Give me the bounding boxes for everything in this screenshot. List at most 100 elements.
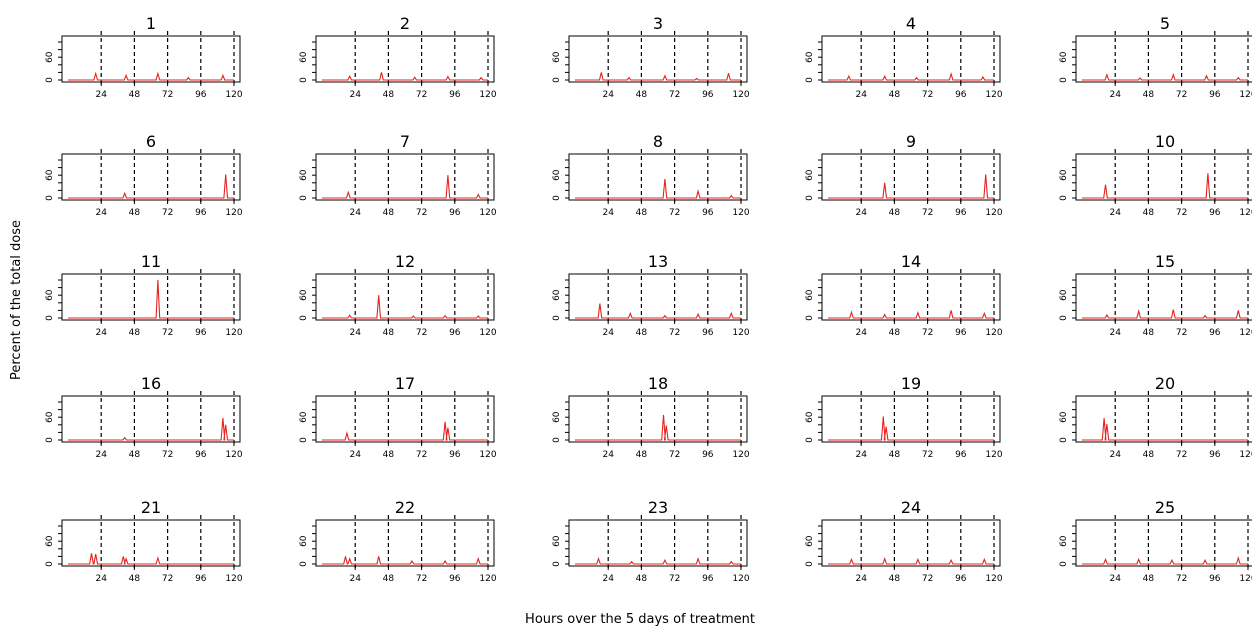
panel-title: 15 [1155, 252, 1175, 271]
x-tick-label: 48 [129, 90, 141, 100]
dose-series-line [322, 556, 488, 565]
panel-14: 14 24 48 72 96 120 0 60 [805, 252, 1003, 338]
y-tick-label: 60 [299, 289, 309, 301]
x-tick-label: 72 [669, 450, 680, 460]
panel-25: 25 24 48 72 96 120 0 60 [1059, 498, 1252, 584]
panel-title: 11 [141, 252, 161, 271]
y-tick-label: 60 [1059, 289, 1069, 301]
x-tick-label: 48 [129, 328, 141, 338]
x-tick-label: 24 [349, 574, 361, 584]
x-tick-label: 72 [1176, 574, 1187, 584]
panel-4: 4 24 48 72 96 120 0 60 [805, 14, 1003, 100]
dose-series-line [322, 72, 488, 81]
y-tick-label: 0 [805, 315, 815, 321]
panel-17: 17 24 48 72 96 120 0 60 [299, 374, 497, 460]
panel-title: 16 [141, 374, 161, 393]
x-tick-label: 120 [1239, 90, 1252, 100]
panel-frame [1075, 519, 1252, 567]
panel-20: 20 24 48 72 96 120 0 60 [1059, 374, 1252, 460]
x-tick-label: 120 [732, 208, 749, 218]
panel-title: 9 [906, 132, 916, 151]
x-tick-label: 48 [383, 208, 395, 218]
y-tick-label: 60 [805, 289, 815, 301]
y-tick-label: 0 [805, 195, 815, 201]
dose-series-line [575, 556, 741, 565]
x-tick-label: 96 [449, 574, 461, 584]
x-tick-label: 48 [129, 450, 141, 460]
x-tick-label: 96 [955, 450, 967, 460]
x-tick-label: 48 [889, 208, 901, 218]
x-tick-label: 96 [195, 328, 207, 338]
x-tick-label: 24 [1109, 328, 1121, 338]
x-tick-label: 24 [855, 450, 867, 460]
x-tick-label: 24 [602, 90, 614, 100]
dose-series-line [1082, 72, 1248, 81]
panel-10: 10 24 48 72 96 120 0 60 [1059, 132, 1252, 218]
x-tick-label: 48 [636, 90, 648, 100]
panel-title: 7 [400, 132, 410, 151]
y-tick-label: 60 [45, 51, 55, 63]
x-tick-label: 24 [1109, 574, 1121, 584]
x-tick-label: 72 [1176, 450, 1187, 460]
y-tick-label: 0 [299, 561, 309, 567]
x-tick-label: 48 [889, 450, 901, 460]
y-tick-label: 60 [1059, 535, 1069, 547]
x-tick-label: 24 [855, 574, 867, 584]
x-tick-label: 96 [702, 574, 714, 584]
x-tick-label: 72 [416, 90, 427, 100]
y-tick-label: 60 [552, 169, 562, 181]
x-tick-label: 24 [349, 450, 361, 460]
dose-series-line [1082, 417, 1248, 441]
x-tick-label: 24 [602, 208, 614, 218]
panel-title: 17 [395, 374, 415, 393]
panel-frame [315, 519, 495, 567]
panel-frame [61, 519, 241, 567]
x-tick-label: 120 [225, 208, 242, 218]
y-tick-label: 0 [552, 77, 562, 83]
x-tick-label: 72 [669, 574, 680, 584]
y-tick-label: 0 [1059, 315, 1069, 321]
panel-5: 5 24 48 72 96 120 0 60 [1059, 14, 1252, 100]
panel-title: 18 [648, 374, 668, 393]
x-tick-label: 24 [602, 450, 614, 460]
x-tick-label: 120 [985, 574, 1002, 584]
x-tick-label: 48 [636, 450, 648, 460]
panel-title: 24 [901, 498, 921, 517]
panel-19: 19 24 48 72 96 120 0 60 [805, 374, 1003, 460]
dose-series-line [1082, 309, 1248, 319]
panel-title: 10 [1155, 132, 1175, 151]
x-tick-label: 120 [732, 574, 749, 584]
dose-series-line [828, 416, 994, 441]
x-tick-label: 96 [955, 328, 967, 338]
x-tick-label: 72 [922, 90, 933, 100]
y-tick-label: 0 [299, 195, 309, 201]
dose-series-line [68, 71, 234, 81]
x-tick-label: 48 [1143, 328, 1155, 338]
x-tick-label: 96 [1209, 90, 1221, 100]
panel-title: 5 [1160, 14, 1170, 33]
x-tick-label: 48 [1143, 450, 1155, 460]
panel-frame [61, 35, 241, 83]
panel-title: 14 [901, 252, 921, 271]
panel-frame [568, 395, 748, 443]
x-tick-label: 48 [889, 90, 901, 100]
y-tick-label: 0 [805, 561, 815, 567]
x-tick-label: 48 [129, 574, 141, 584]
panel-frame [821, 273, 1001, 321]
y-tick-label: 60 [299, 51, 309, 63]
y-tick-label: 0 [45, 315, 55, 321]
panel-frame [315, 35, 495, 83]
panel-frame [821, 395, 1001, 443]
y-tick-label: 60 [805, 411, 815, 423]
y-axis-title: Percent of the total dose [9, 220, 24, 380]
x-tick-label: 96 [195, 450, 207, 460]
x-tick-label: 96 [195, 90, 207, 100]
panel-1: 1 24 48 72 96 120 0 60 [45, 14, 243, 100]
y-tick-label: 0 [299, 315, 309, 321]
panel-frame [1075, 395, 1252, 443]
y-tick-label: 60 [805, 169, 815, 181]
panel-title: 1 [146, 14, 156, 33]
x-tick-label: 72 [416, 208, 427, 218]
